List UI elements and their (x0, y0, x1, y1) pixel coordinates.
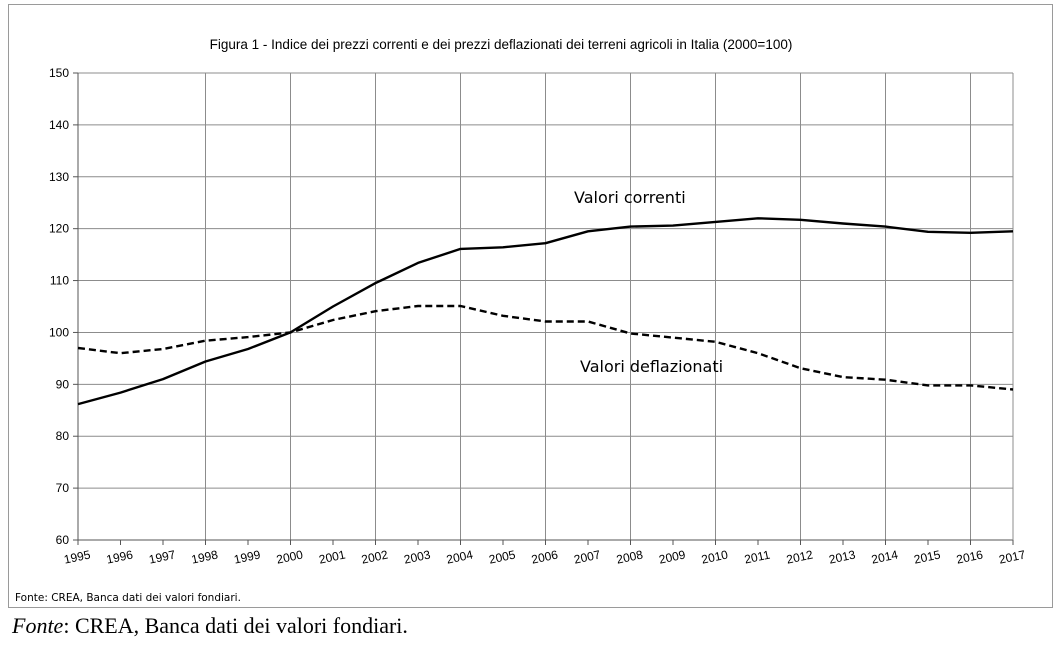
x-tick-label-1997: 1997 (148, 547, 177, 566)
chart-title: Figura 1 - Indice dei prezzi correnti e … (210, 37, 793, 52)
y-tick-label-60: 60 (56, 533, 70, 547)
y-tick-label-100: 100 (49, 325, 69, 339)
series-line-valori-deflazionati (77, 304, 1014, 391)
y-tick-label-120: 120 (49, 222, 69, 236)
y-tick-label-70: 70 (56, 481, 70, 495)
y-tick-label-130: 130 (49, 170, 69, 184)
x-tick-labels: 1995 1996 1997 1998 1999 2000 2001 2002 2003 2004… (63, 547, 1027, 566)
y-tick-label-140: 140 (49, 118, 69, 132)
x-tick-label-2003: 2003 (403, 547, 432, 566)
y-tick-labels: 60 70 80 90 100 110 120 130 140 150 (49, 66, 69, 547)
x-tick-label-2005: 2005 (488, 547, 517, 566)
chart-source-note: Fonte: CREA, Banca dati dei valori fondi… (15, 592, 241, 604)
y-tick-label-80: 80 (56, 429, 70, 443)
x-tick-label-2014: 2014 (870, 547, 899, 566)
series-label-valori-deflazionati: Valori deflazionati (580, 357, 723, 376)
y-tick-label-90: 90 (56, 377, 70, 391)
grid-lines (78, 72, 1013, 541)
x-tick-label-2016: 2016 (955, 547, 984, 566)
x-tick-label-2013: 2013 (828, 547, 857, 566)
axes (73, 72, 1014, 545)
series-lines (77, 217, 1014, 406)
x-tick-label-2002: 2002 (360, 547, 389, 566)
x-tick-label-2015: 2015 (913, 547, 942, 566)
x-tick-label-2011: 2011 (743, 547, 771, 566)
x-tick-label-2006: 2006 (530, 547, 559, 566)
caption-text: : CREA, Banca dati dei valori fondiari. (63, 613, 408, 638)
x-tick-label-2017: 2017 (998, 547, 1027, 566)
caption-label: Fonte (12, 613, 64, 638)
x-tick-label-2012: 2012 (785, 547, 814, 566)
x-tick-label-1999: 1999 (233, 547, 262, 566)
x-tick-label-1995: 1995 (63, 547, 92, 566)
x-tick-label-2009: 2009 (658, 547, 687, 566)
series-line-valori-correnti (77, 217, 1014, 406)
figure-caption: Fonte: CREA, Banca dati dei valori fondi… (12, 613, 408, 639)
x-tick-label-2001: 2001 (318, 547, 347, 566)
y-tick-label-110: 110 (50, 274, 69, 288)
x-tick-label-2008: 2008 (615, 547, 644, 566)
x-tick-label-2007: 2007 (573, 547, 602, 566)
x-tick-label-1996: 1996 (105, 547, 134, 566)
x-tick-label-1998: 1998 (190, 547, 219, 566)
series-label-valori-correnti: Valori correnti (574, 188, 686, 207)
x-tick-label-2000: 2000 (275, 547, 304, 566)
y-tick-label-150: 150 (49, 66, 69, 80)
x-tick-label-2004: 2004 (445, 547, 474, 566)
chart-frame (8, 4, 1053, 608)
x-tick-label-2010: 2010 (700, 547, 729, 566)
